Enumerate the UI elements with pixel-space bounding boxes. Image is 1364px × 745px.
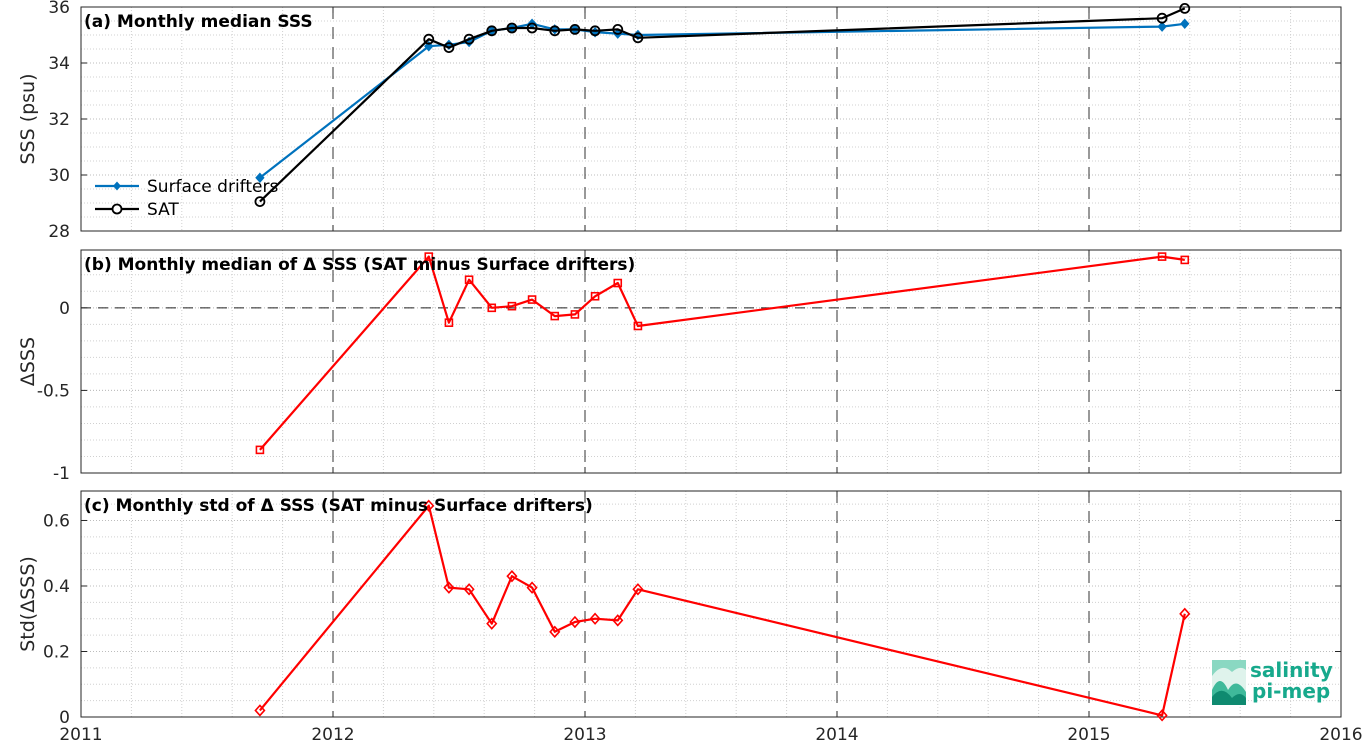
data-point — [633, 321, 643, 331]
data-point — [1180, 18, 1190, 30]
data-point — [463, 583, 475, 596]
panel-title: (b) Monthly median of Δ SSS (SAT minus S… — [84, 255, 635, 275]
legend-label: Surface drifters — [147, 177, 278, 197]
data-point — [463, 33, 475, 45]
x-tick-label: 2015 — [1067, 725, 1110, 745]
wave-landscape-icon — [1212, 660, 1246, 705]
plot-area — [81, 491, 1341, 717]
axis-box — [80, 249, 1342, 474]
x-tick-label: 2016 — [1319, 725, 1362, 745]
data-point — [632, 583, 644, 596]
legend-label: SAT — [147, 200, 179, 220]
y-tick-label: 28 — [48, 222, 70, 242]
data-point — [424, 252, 434, 261]
panel-title: (a) Monthly median SSS — [84, 12, 313, 32]
series-sat — [254, 2, 1191, 208]
series-delta-sss — [254, 499, 1191, 722]
year-lines — [332, 250, 1090, 473]
y-tick-label: 34 — [48, 54, 70, 74]
data-point — [254, 196, 266, 208]
data-point — [464, 275, 474, 285]
data-point — [486, 617, 498, 630]
legend-marker — [113, 181, 121, 191]
data-point — [255, 445, 265, 455]
y-tick-label: 0.2 — [43, 642, 70, 662]
y-tick-label: 0.6 — [43, 511, 70, 531]
y-tick-label: -1 — [53, 464, 70, 484]
data-point — [590, 291, 600, 301]
data-point — [1157, 21, 1167, 32]
year-lines — [332, 491, 1090, 717]
y-axis-title: ΔSSS — [17, 337, 39, 386]
data-point — [1179, 2, 1191, 14]
data-point — [612, 23, 624, 35]
data-point — [1156, 709, 1168, 722]
y-tick-label: 30 — [48, 166, 70, 186]
data-point — [1179, 607, 1191, 621]
logo-text-line1: salinity — [1250, 658, 1333, 682]
data-point — [1157, 252, 1167, 261]
data-point — [569, 23, 581, 35]
data-point — [613, 278, 623, 288]
data-point — [526, 22, 538, 34]
x-tick-label: 2011 — [59, 725, 102, 745]
data-point — [444, 318, 454, 327]
y-tick-label: 32 — [48, 110, 70, 130]
data-point — [526, 581, 538, 594]
panel-c: 0 0.2 0.4 0.6 Std(ΔSSS) (c) Monthly std of Δ … — [17, 490, 1363, 745]
logo-wave — [1212, 690, 1246, 705]
legend-marker — [111, 203, 123, 215]
series-delta-sss — [255, 252, 1190, 455]
x-tick-label: 2014 — [815, 725, 858, 745]
data-point — [255, 172, 265, 184]
data-point — [569, 615, 581, 629]
data-point — [487, 303, 497, 313]
data-point — [1180, 255, 1190, 265]
x-tick-label: 2013 — [563, 725, 606, 745]
data-point — [486, 25, 498, 37]
legend: Surface drifters SAT — [95, 177, 278, 220]
data-point — [1156, 12, 1168, 24]
panel-title: (c) Monthly std of Δ SSS (SAT minus Surf… — [84, 496, 593, 516]
data-point — [443, 42, 455, 53]
data-point — [589, 612, 601, 625]
axis-box — [80, 490, 1342, 718]
data-point — [254, 704, 266, 717]
year-lines — [332, 7, 1090, 231]
data-point — [612, 614, 624, 627]
logo-text-line2: pi-mep — [1252, 679, 1330, 703]
series-line — [259, 7, 1186, 203]
data-point — [507, 301, 517, 311]
series-line — [259, 255, 1185, 451]
data-point — [549, 25, 561, 37]
data-point — [570, 310, 580, 319]
y-tick-label: 0 — [59, 708, 70, 728]
y-tick-label: 0 — [59, 299, 70, 319]
data-point — [632, 32, 644, 44]
data-point — [550, 311, 560, 321]
plot-area — [81, 250, 1341, 473]
x-tick-label: 2012 — [311, 725, 354, 745]
panel-a: 28 30 32 34 36 SSS (psu) (a) Monthly median SS… — [17, 0, 1342, 242]
data-point — [423, 499, 435, 512]
y-tick-label: -0.5 — [37, 381, 70, 401]
data-point — [506, 22, 518, 34]
data-point — [506, 569, 518, 583]
logo-wave — [1212, 660, 1246, 676]
y-tick-label: 36 — [48, 0, 70, 18]
data-point — [527, 295, 537, 304]
y-tick-label: 0.4 — [43, 577, 70, 597]
data-point — [549, 625, 561, 639]
data-point — [589, 25, 601, 37]
data-point — [423, 33, 435, 45]
panel-b: -1 -0.5 0 ΔSSS (b) Monthly median of Δ SSS (… — [17, 249, 1342, 484]
y-axis-title: SSS (psu) — [17, 73, 39, 164]
y-axis-title: Std(ΔSSS) — [17, 556, 39, 652]
data-point — [443, 581, 455, 594]
